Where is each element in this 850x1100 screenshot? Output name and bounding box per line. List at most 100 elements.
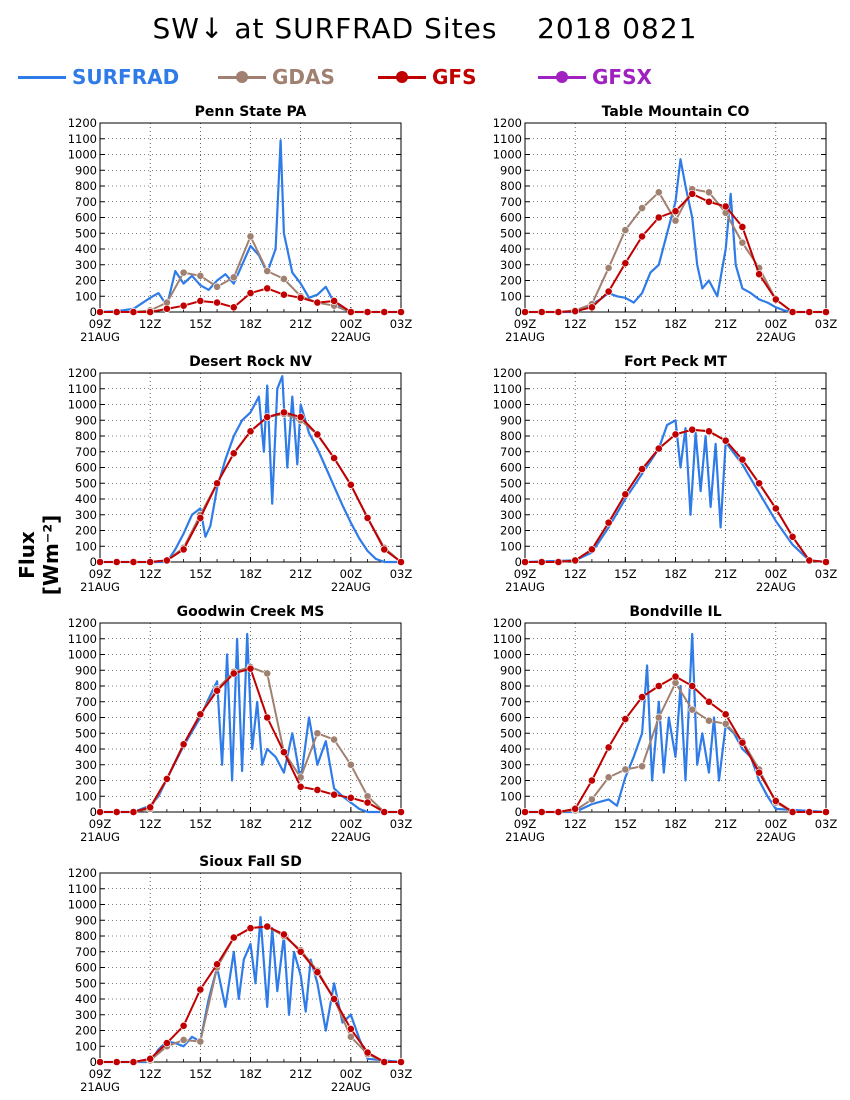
data-point-gfs xyxy=(263,922,272,931)
data-point-gfs xyxy=(380,308,389,316)
data-point-gfs xyxy=(280,748,288,757)
data-point-gfs xyxy=(96,308,104,316)
date-label: 22AUG xyxy=(331,330,371,344)
y-tick-label: 400 xyxy=(500,242,522,256)
x-tick-label: 15Z xyxy=(189,567,212,581)
chart-panel-6: Sioux Fall SD010020030040050060070080090… xyxy=(68,854,413,1094)
x-tick-label: 00Z xyxy=(765,317,788,331)
y-tick-label: 400 xyxy=(75,242,97,256)
data-point-gfs xyxy=(229,449,238,458)
y-tick-label: 600 xyxy=(500,461,522,475)
x-tick-label: 15Z xyxy=(614,567,637,581)
chart-panel-5: Bondville IL0100200300400500600700800900… xyxy=(493,604,838,844)
date-label: 21AUG xyxy=(505,330,545,344)
data-point-gfs xyxy=(346,1025,355,1033)
data-point-gfs xyxy=(196,710,205,719)
date-label: 22AUG xyxy=(756,830,796,844)
data-point-gdas xyxy=(721,719,730,728)
data-point-gfs xyxy=(313,298,322,307)
data-point-gfs xyxy=(363,514,372,522)
y-tick-label: 1000 xyxy=(68,398,97,412)
x-tick-label: 00Z xyxy=(765,567,788,581)
y-tick-label: 300 xyxy=(500,508,522,522)
data-point-gfs xyxy=(688,189,697,198)
data-point-gfs xyxy=(213,479,221,488)
data-point-gfs xyxy=(280,290,288,299)
y-tick-label: 1200 xyxy=(68,866,97,880)
data-point-gfs xyxy=(330,995,339,1003)
data-point-gfs xyxy=(554,558,563,566)
data-point-gdas xyxy=(587,795,596,804)
data-point-gfs xyxy=(604,518,613,527)
data-point-gfs xyxy=(755,270,764,279)
data-point-gdas xyxy=(280,275,288,283)
chart-title: Fort Peck MT xyxy=(624,354,727,370)
data-point-gfs xyxy=(705,697,713,706)
y-tick-label: 700 xyxy=(75,195,97,209)
data-point-gfs xyxy=(397,808,405,816)
data-point-gfs xyxy=(397,308,405,316)
x-tick-label: 09Z xyxy=(89,1067,112,1081)
data-point-gfs xyxy=(721,202,730,211)
data-point-gfs xyxy=(738,738,747,747)
data-point-gdas xyxy=(638,204,646,212)
x-tick-label: 09Z xyxy=(514,817,537,831)
y-tick-label: 1000 xyxy=(68,148,97,162)
y-tick-label: 800 xyxy=(500,179,522,193)
data-point-gfs xyxy=(146,1054,155,1063)
x-tick-label: 15Z xyxy=(189,1067,212,1081)
data-point-gfs xyxy=(738,455,747,464)
x-tick-label: 03Z xyxy=(390,567,413,581)
x-tick-label: 12Z xyxy=(139,317,162,331)
data-point-gfs xyxy=(296,782,305,791)
data-point-gfs xyxy=(755,768,764,777)
data-point-gfs xyxy=(380,1058,389,1066)
data-point-gfs xyxy=(229,933,238,942)
data-point-gfs xyxy=(112,1058,121,1066)
x-tick-label: 21Z xyxy=(289,317,312,331)
data-point-gfs xyxy=(822,308,830,316)
data-point-gfs xyxy=(521,558,529,566)
data-point-gfs xyxy=(738,223,747,231)
y-tick-label: 600 xyxy=(75,711,97,725)
y-tick-label: 1100 xyxy=(68,632,97,646)
date-label: 22AUG xyxy=(756,580,796,594)
y-tick-label: 500 xyxy=(500,726,522,740)
data-point-gfs xyxy=(638,693,646,701)
legend-swatch-surfrad xyxy=(18,76,66,79)
y-tick-label: 200 xyxy=(75,1024,97,1038)
x-tick-label: 18Z xyxy=(664,817,687,831)
data-point-gfs xyxy=(363,798,372,807)
data-point-gfs xyxy=(280,930,288,939)
data-point-gdas xyxy=(688,705,697,714)
data-point-gfs xyxy=(721,436,730,445)
date-label: 21AUG xyxy=(80,1080,120,1094)
date-label: 22AUG xyxy=(331,1080,371,1094)
x-tick-label: 09Z xyxy=(514,567,537,581)
y-tick-label: 400 xyxy=(500,742,522,756)
y-tick-label: 500 xyxy=(75,476,97,490)
x-tick-label: 03Z xyxy=(815,567,838,581)
data-point-gfs xyxy=(571,556,580,565)
x-tick-label: 00Z xyxy=(765,817,788,831)
data-point-gfs xyxy=(705,197,713,206)
x-tick-label: 03Z xyxy=(815,317,838,331)
y-tick-label: 100 xyxy=(500,539,522,553)
data-point-gfs xyxy=(246,427,255,436)
y-tick-label: 800 xyxy=(75,679,97,693)
data-point-gfs xyxy=(96,1058,104,1066)
data-point-gfs xyxy=(346,308,355,316)
data-point-gfs xyxy=(788,308,797,316)
y-tick-label: 200 xyxy=(75,524,97,538)
y-tick-label: 400 xyxy=(500,492,522,506)
y-tick-label: 700 xyxy=(75,695,97,709)
data-point-gdas xyxy=(654,188,663,197)
data-point-gfs xyxy=(671,430,680,439)
y-tick-label: 0 xyxy=(90,1055,97,1069)
y-tick-label: 1000 xyxy=(493,398,522,412)
data-point-gfs xyxy=(129,558,138,566)
chart-panel-3: Fort Peck MT0100200300400500600700800900… xyxy=(493,354,838,594)
x-tick-label: 15Z xyxy=(189,317,212,331)
y-tick-label: 1200 xyxy=(68,116,97,130)
legend-label-gfs: GFS xyxy=(432,65,477,89)
